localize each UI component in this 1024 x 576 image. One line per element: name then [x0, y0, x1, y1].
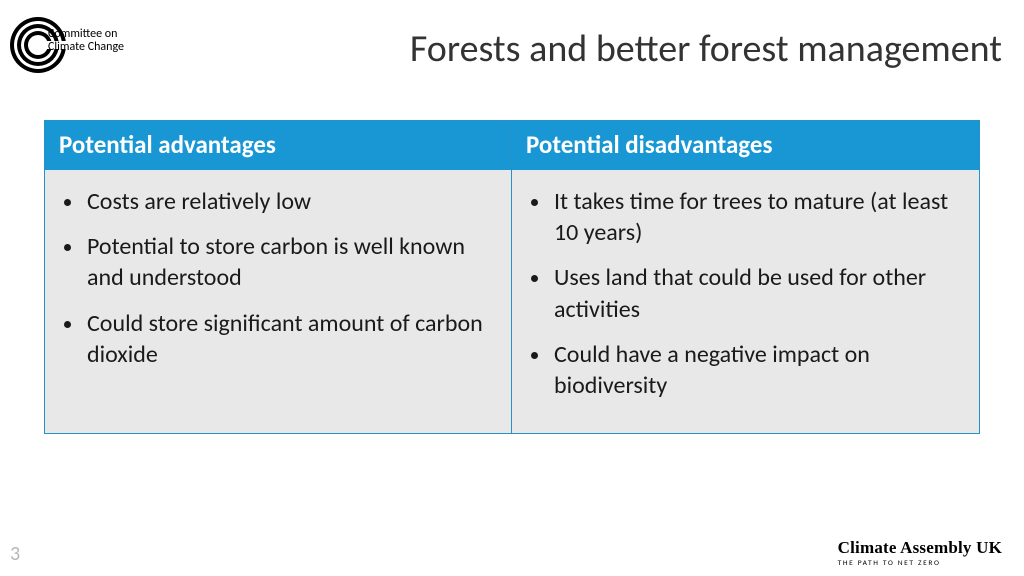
table-header-row: Potential advantages Potential disadvant… — [45, 121, 979, 170]
climate-assembly-logo: Climate Assembly UK THE PATH TO NET ZERO — [838, 538, 1002, 568]
slide-title: Forests and better forest management — [410, 26, 1002, 72]
table-cell-disadvantages: It takes time for trees to mature (at le… — [512, 170, 979, 433]
table-cell-advantages: Costs are relatively low Potential to st… — [45, 170, 512, 433]
page-number: 3 — [10, 542, 20, 566]
table-header-disadvantages: Potential disadvantages — [512, 121, 979, 170]
ccc-logo-line2: Climate Change — [48, 41, 124, 54]
footer-logo-title: Climate Assembly UK — [838, 538, 1002, 558]
list-item: Costs are relatively low — [85, 186, 497, 217]
footer-logo-tagline: THE PATH TO NET ZERO — [838, 559, 1002, 568]
list-item: Could have a negative impact on biodiver… — [552, 339, 965, 401]
ccc-logo-line1: Committee on — [48, 28, 124, 41]
list-item: It takes time for trees to mature (at le… — [552, 186, 965, 248]
ccc-logo-text: Committee on Climate Change — [48, 28, 124, 53]
table-header-advantages: Potential advantages — [45, 121, 512, 170]
list-item: Potential to store carbon is well known … — [85, 231, 497, 293]
list-item: Could store significant amount of carbon… — [85, 308, 497, 370]
ccc-logo: Committee on Climate Change — [8, 10, 158, 80]
list-item: Uses land that could be used for other a… — [552, 262, 965, 324]
table-body-row: Costs are relatively low Potential to st… — [45, 170, 979, 433]
comparison-table: Potential advantages Potential disadvant… — [44, 120, 980, 434]
